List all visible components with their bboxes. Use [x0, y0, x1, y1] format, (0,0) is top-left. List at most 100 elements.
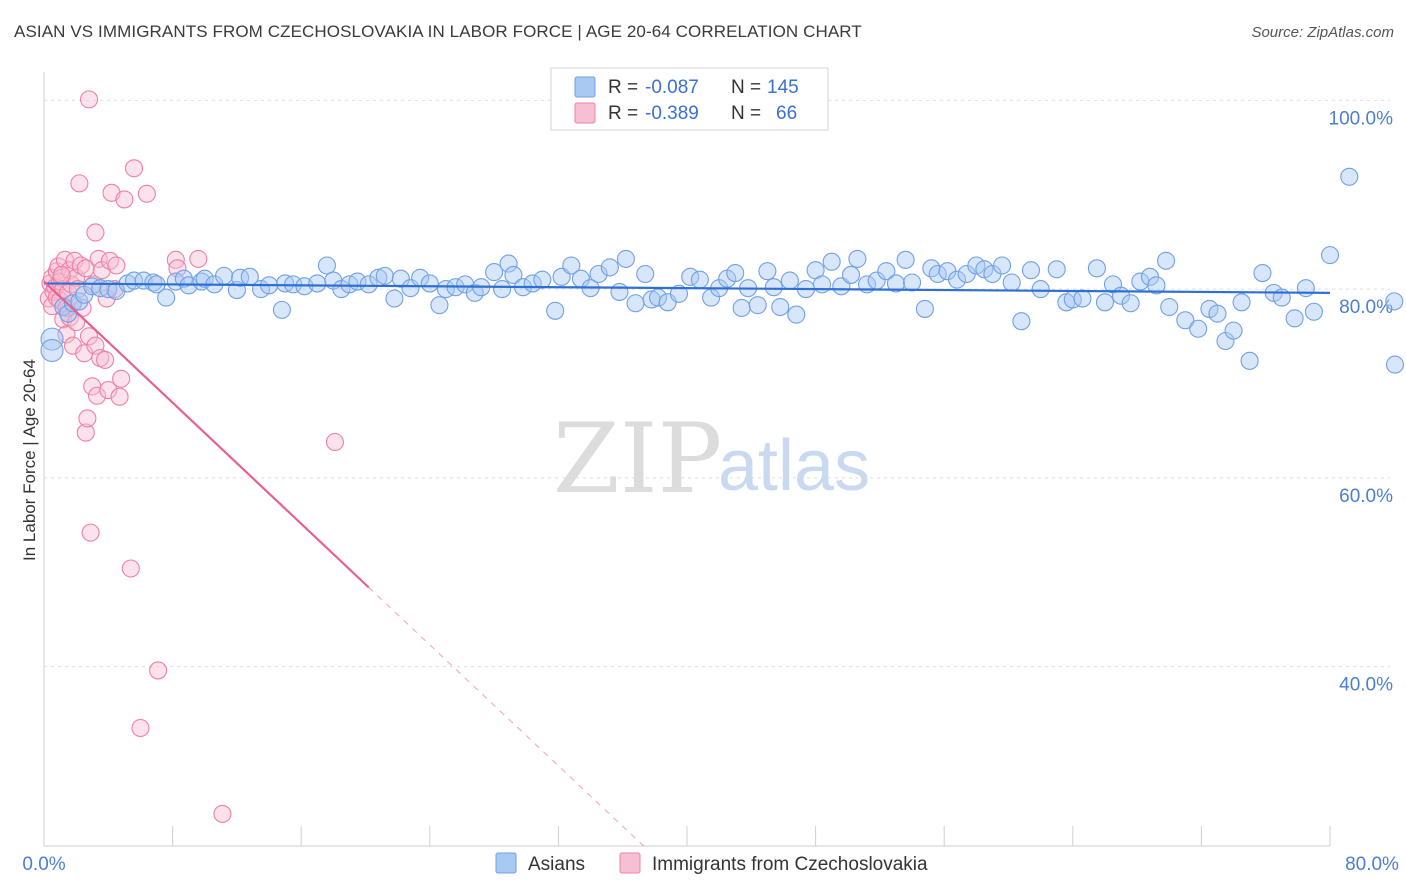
x-ticks	[43, 826, 1331, 846]
asian-point	[533, 270, 552, 289]
asian-point	[877, 262, 896, 281]
asian-point	[1304, 302, 1323, 321]
czech-point	[71, 256, 91, 275]
asian-point	[1002, 273, 1021, 292]
gridlines	[44, 99, 1390, 668]
asian-point	[1296, 279, 1315, 298]
asian-point	[1156, 251, 1176, 270]
asian-point	[317, 256, 336, 275]
czech-point	[89, 249, 108, 268]
trend-line-czech-extrapolated	[368, 587, 644, 847]
czech-point	[52, 265, 71, 284]
asian-point	[1047, 260, 1066, 279]
czech-point	[110, 387, 129, 406]
watermark-atlas: atlas	[718, 426, 870, 506]
asian-point	[886, 274, 906, 293]
y-tick-labels: 40.0% 60.0% 80.0% 100.0%	[1329, 108, 1394, 695]
czech-point	[96, 350, 115, 369]
watermark-zip: ZIP	[553, 403, 722, 515]
trend-line-asians	[43, 282, 1331, 294]
legend-swatch-czech	[574, 102, 596, 124]
asian-point	[144, 273, 163, 292]
asian-point	[1385, 355, 1405, 374]
asian-point	[748, 296, 767, 315]
legend-r-label-asians: R =	[608, 77, 638, 98]
czech-point	[99, 381, 118, 400]
bottom-legend-swatch-czech	[619, 852, 641, 874]
czech-point	[189, 249, 208, 268]
czech-point	[86, 223, 105, 242]
asian-point	[1253, 264, 1272, 283]
asian-point	[600, 258, 619, 277]
y-axis-title: In Labor Force | Age 20-64	[20, 359, 39, 561]
legend-n-label-czech: N =	[731, 103, 761, 124]
asian-point	[812, 275, 832, 294]
czech-point	[137, 184, 156, 203]
czech-point	[79, 90, 99, 109]
asian-point	[485, 263, 504, 282]
asian-point	[1087, 259, 1106, 278]
asian-point	[1240, 351, 1259, 370]
asian-point	[1340, 167, 1359, 186]
czech-point	[70, 174, 89, 193]
czech-point	[149, 661, 168, 680]
bottom-legend: Asians Immigrants from Czechoslovakia	[495, 852, 928, 875]
czech-point	[57, 325, 76, 344]
asian-point	[1224, 321, 1243, 340]
asian-point	[1012, 312, 1031, 331]
asian-point	[1189, 319, 1208, 338]
y-tick-label: 80.0%	[1339, 297, 1393, 318]
asian-point	[610, 282, 629, 301]
czech-point	[131, 718, 150, 738]
legend-r-label-czech: R =	[608, 103, 638, 124]
stats-legend-box	[550, 67, 829, 131]
watermark: ZIP atlas	[553, 403, 870, 515]
asian-point	[1208, 304, 1227, 323]
asian-point	[848, 249, 867, 268]
asian-point	[902, 273, 922, 292]
bottom-legend-label-asians: Asians	[528, 854, 585, 875]
asian-point	[1176, 311, 1195, 330]
bottom-legend-swatch-asians	[495, 852, 517, 874]
asian-point	[562, 256, 581, 275]
y-tick-label: 60.0%	[1339, 486, 1393, 507]
asian-point	[391, 269, 410, 288]
asian-point	[308, 274, 327, 293]
source-credit: Source: ZipAtlas.com	[1251, 24, 1394, 41]
asian-point	[993, 256, 1012, 275]
asian-point	[1320, 246, 1340, 265]
asian-point	[272, 300, 291, 319]
czech-point	[76, 259, 95, 278]
asian-point	[375, 266, 394, 285]
asian-point	[1232, 293, 1251, 312]
asian-point	[420, 274, 439, 293]
czech-point	[124, 159, 144, 178]
asian-point	[780, 271, 799, 290]
chart-title: ASIAN VS IMMIGRANTS FROM CZECHOSLOVAKIA …	[14, 22, 862, 41]
y-tick-label: 40.0%	[1339, 675, 1393, 696]
asian-point	[726, 264, 745, 283]
asian-point	[649, 288, 668, 307]
trend-line-czech	[43, 280, 370, 589]
asian-point	[499, 254, 518, 273]
czech-point	[168, 259, 187, 278]
asian-point	[504, 265, 523, 284]
asian-point	[1031, 280, 1050, 299]
czech-point	[121, 559, 140, 578]
legend-swatch-asians	[574, 76, 596, 98]
legend-n-value-czech: 66	[776, 103, 797, 124]
asian-point	[1021, 261, 1041, 280]
bottom-legend-label-czech: Immigrants from Czechoslovakia	[652, 854, 928, 875]
asian-point	[915, 299, 934, 318]
czech-point	[87, 386, 107, 405]
asian-points	[40, 167, 1405, 374]
asian-point	[626, 294, 645, 313]
asian-point	[589, 264, 608, 284]
x-tick-label-min: 0.0%	[22, 854, 65, 875]
asian-point	[195, 269, 214, 288]
asian-point	[157, 288, 176, 307]
czech-points	[39, 90, 345, 823]
asian-point	[1385, 292, 1404, 311]
asian-point	[636, 264, 655, 284]
